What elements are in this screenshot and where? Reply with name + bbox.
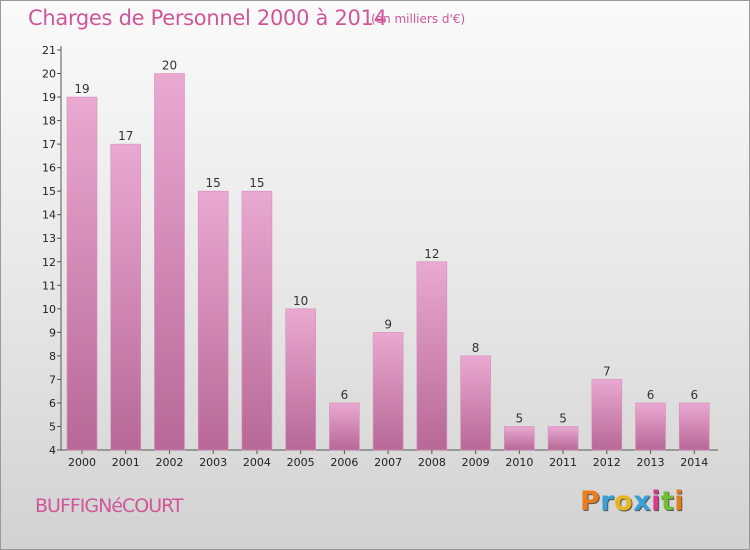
y-tick-label: 18 xyxy=(42,115,56,128)
bar-2007 xyxy=(372,332,404,451)
chart-bars: 19 17 20 15 15 10 6 9 12 8 5 5 7 6 6 xyxy=(66,59,710,451)
y-tick-label: 9 xyxy=(49,326,56,339)
logo-letter: r xyxy=(600,486,615,517)
bar-value-label: 17 xyxy=(118,129,133,143)
x-tick-label: 2002 xyxy=(155,456,183,469)
x-tick-label: 2009 xyxy=(462,456,490,469)
y-tick-label: 10 xyxy=(42,303,56,316)
bar-value-label: 5 xyxy=(516,411,524,425)
bar-value-label: 5 xyxy=(559,411,567,425)
logo-letter: P xyxy=(580,486,601,517)
x-tick-label: 2000 xyxy=(68,456,96,469)
bar-value-label: 19 xyxy=(74,82,89,96)
logo-letter: i xyxy=(674,486,685,517)
y-tick-label: 20 xyxy=(42,68,56,81)
y-tick-label: 13 xyxy=(42,232,56,245)
logo-letter: x xyxy=(633,486,652,517)
bar-2004 xyxy=(241,190,273,451)
chart-subtitle: (en milliers d'€) xyxy=(371,12,466,26)
proxiti-logo[interactable]: Proxiti xyxy=(580,486,684,517)
x-tick-label: 2007 xyxy=(374,456,402,469)
x-tick-label: 2005 xyxy=(287,456,315,469)
y-tick-label: 6 xyxy=(49,397,56,410)
bar-2006 xyxy=(329,402,360,451)
y-tick-label: 7 xyxy=(49,373,56,386)
bar-value-label: 20 xyxy=(162,59,177,73)
bar-value-label: 9 xyxy=(384,317,392,331)
x-tick-label: 2001 xyxy=(112,456,140,469)
bar-2011 xyxy=(547,426,579,451)
bar-value-label: 12 xyxy=(424,247,439,261)
x-tick-label: 2008 xyxy=(418,456,446,469)
bar-value-label: 8 xyxy=(472,341,480,355)
x-tick-label: 2013 xyxy=(637,456,665,469)
x-tick-label: 2004 xyxy=(243,456,271,469)
y-tick-label: 14 xyxy=(42,209,56,222)
y-tick-label: 21 xyxy=(42,44,56,57)
bar-value-label: 7 xyxy=(603,364,611,378)
x-tick-label: 2006 xyxy=(330,456,358,469)
bar-value-label: 15 xyxy=(206,176,221,190)
x-tick-label: 2012 xyxy=(593,456,621,469)
bar-2000 xyxy=(66,96,98,451)
bar-2009 xyxy=(460,355,491,451)
commune-name: BUFFIGNéCOURT xyxy=(35,495,184,517)
y-tick-label: 8 xyxy=(49,350,56,363)
bar-2014 xyxy=(678,402,710,451)
y-tick-label: 19 xyxy=(42,91,56,104)
bar-value-label: 6 xyxy=(690,388,698,402)
y-tick-label: 17 xyxy=(42,138,56,151)
x-tick-label: 2014 xyxy=(680,456,708,469)
y-tick-label: 16 xyxy=(42,162,56,175)
bar-value-label: 15 xyxy=(249,176,264,190)
bar-2013 xyxy=(635,402,666,451)
y-tick-label: 5 xyxy=(49,420,56,433)
bar-value-label: 10 xyxy=(293,294,308,308)
y-tick-label: 15 xyxy=(42,185,56,198)
y-tick-label: 11 xyxy=(42,279,56,292)
y-tick-label: 12 xyxy=(42,256,56,269)
bar-2003 xyxy=(197,190,229,451)
y-tick-label: 4 xyxy=(49,444,56,457)
x-tick-label: 2011 xyxy=(549,456,577,469)
bar-value-label: 6 xyxy=(647,388,655,402)
x-tick-label: 2003 xyxy=(199,456,227,469)
bar-value-label: 6 xyxy=(341,388,349,402)
logo-letter: i xyxy=(651,486,661,517)
bar-2002 xyxy=(154,73,185,451)
logo-letter: t xyxy=(660,486,675,517)
logo-letter: o xyxy=(614,486,634,517)
bar-2005 xyxy=(285,308,316,451)
bar-2012 xyxy=(591,379,623,451)
bar-2008 xyxy=(416,261,448,451)
bar-2001 xyxy=(110,143,142,451)
bar-2010 xyxy=(504,426,535,451)
chart-title: Charges de Personnel 2000 à 2014 xyxy=(28,6,387,30)
x-tick-label: 2010 xyxy=(505,456,533,469)
